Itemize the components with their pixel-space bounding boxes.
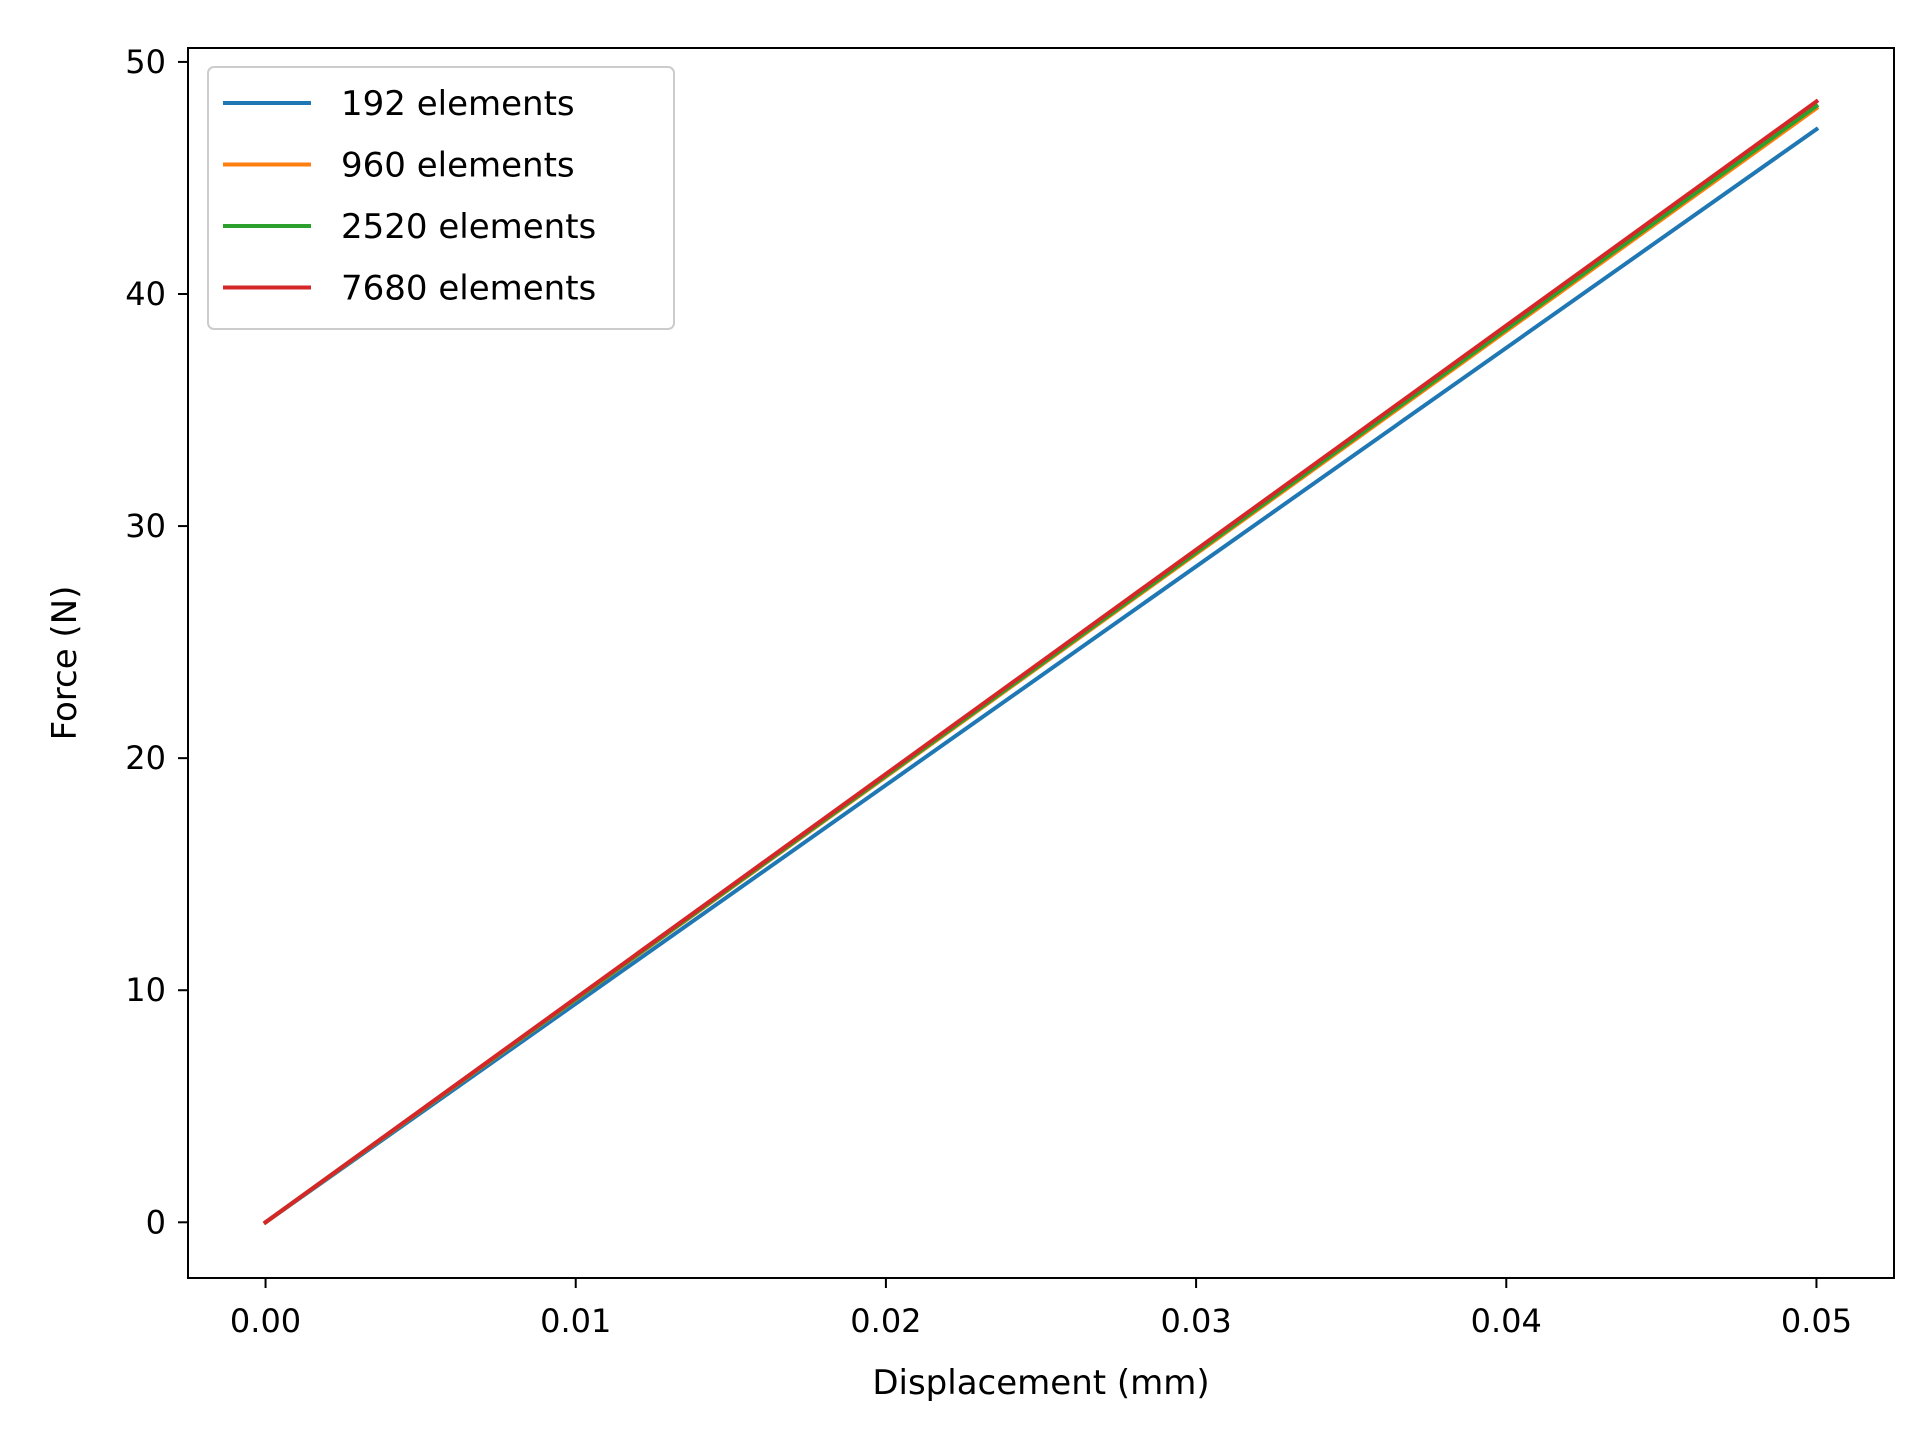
x-axis-ticks: 0.00 0.01 0.02 0.03 0.04 0.05 [230,1278,1852,1340]
plot-frame [187,47,1895,1279]
x-tick-label-4: 0.04 [1471,1302,1542,1340]
y-tick-label-3: 30 [125,507,166,545]
y-tick-label-2: 20 [125,739,166,777]
series-layer [262,98,1820,1226]
legend-label-2: 2520 elements [341,207,596,247]
x-tick-label-2: 0.02 [850,1302,921,1340]
legend-box [207,66,675,330]
legend-label-0: 192 elements [341,84,575,124]
y-tick-label-1: 10 [125,971,166,1009]
legend-label-3: 7680 elements [341,269,596,309]
y-axis-ticks: 0 10 20 30 40 50 [125,43,188,1241]
x-tick-label-5: 0.05 [1781,1302,1852,1340]
y-axis-label: Force (N) [45,586,85,741]
series-line-3 [262,98,1820,1226]
x-tick-label-0: 0.00 [230,1302,301,1340]
y-tick-label-5: 50 [125,43,166,81]
legend-label-1: 960 elements [341,146,575,186]
series-line-0 [262,126,1820,1226]
x-tick-label-1: 0.01 [540,1302,611,1340]
x-tick-label-3: 0.03 [1160,1302,1231,1340]
y-tick-label-0: 0 [146,1203,166,1241]
legend: 192 elements 960 elements 2520 elements 768… [207,66,675,330]
x-axis-label: Displacement (mm) [872,1363,1209,1403]
y-tick-label-4: 40 [125,275,166,313]
